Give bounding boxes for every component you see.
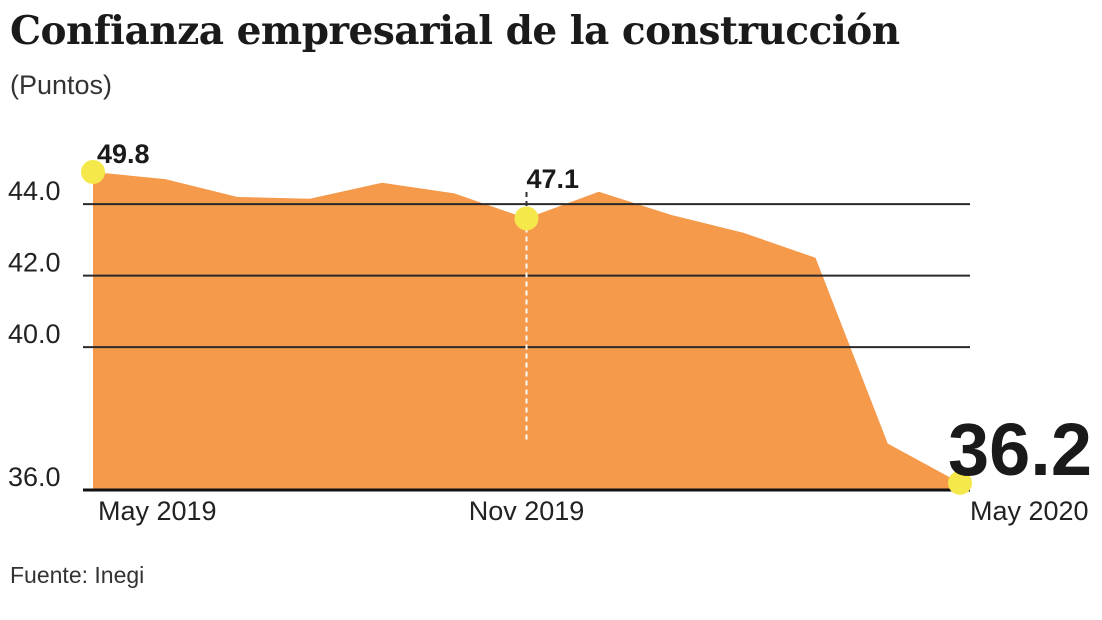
- chart-title: Confianza empresarial de la construcción: [10, 8, 900, 54]
- source-note: Fuente: Inegi: [10, 562, 145, 588]
- x-tick-label: Nov 2019: [469, 496, 585, 526]
- data-label: 49.8: [97, 139, 150, 169]
- y-tick-label: 44.0: [8, 176, 61, 206]
- highlight-marker: [514, 206, 539, 231]
- x-tick-label: May 2020: [970, 496, 1089, 526]
- x-tick-label: May 2019: [98, 496, 217, 526]
- y-tick-label: 36.0: [8, 462, 61, 492]
- chart-subtitle: (Puntos): [10, 70, 113, 100]
- highlight-marker: [81, 160, 105, 184]
- highlight-marker: [948, 470, 972, 495]
- y-tick-label: 40.0: [8, 319, 61, 349]
- y-tick-label: 42.0: [8, 248, 61, 278]
- data-label: 47.1: [527, 164, 580, 194]
- data-label-big: 36.2: [948, 408, 1092, 491]
